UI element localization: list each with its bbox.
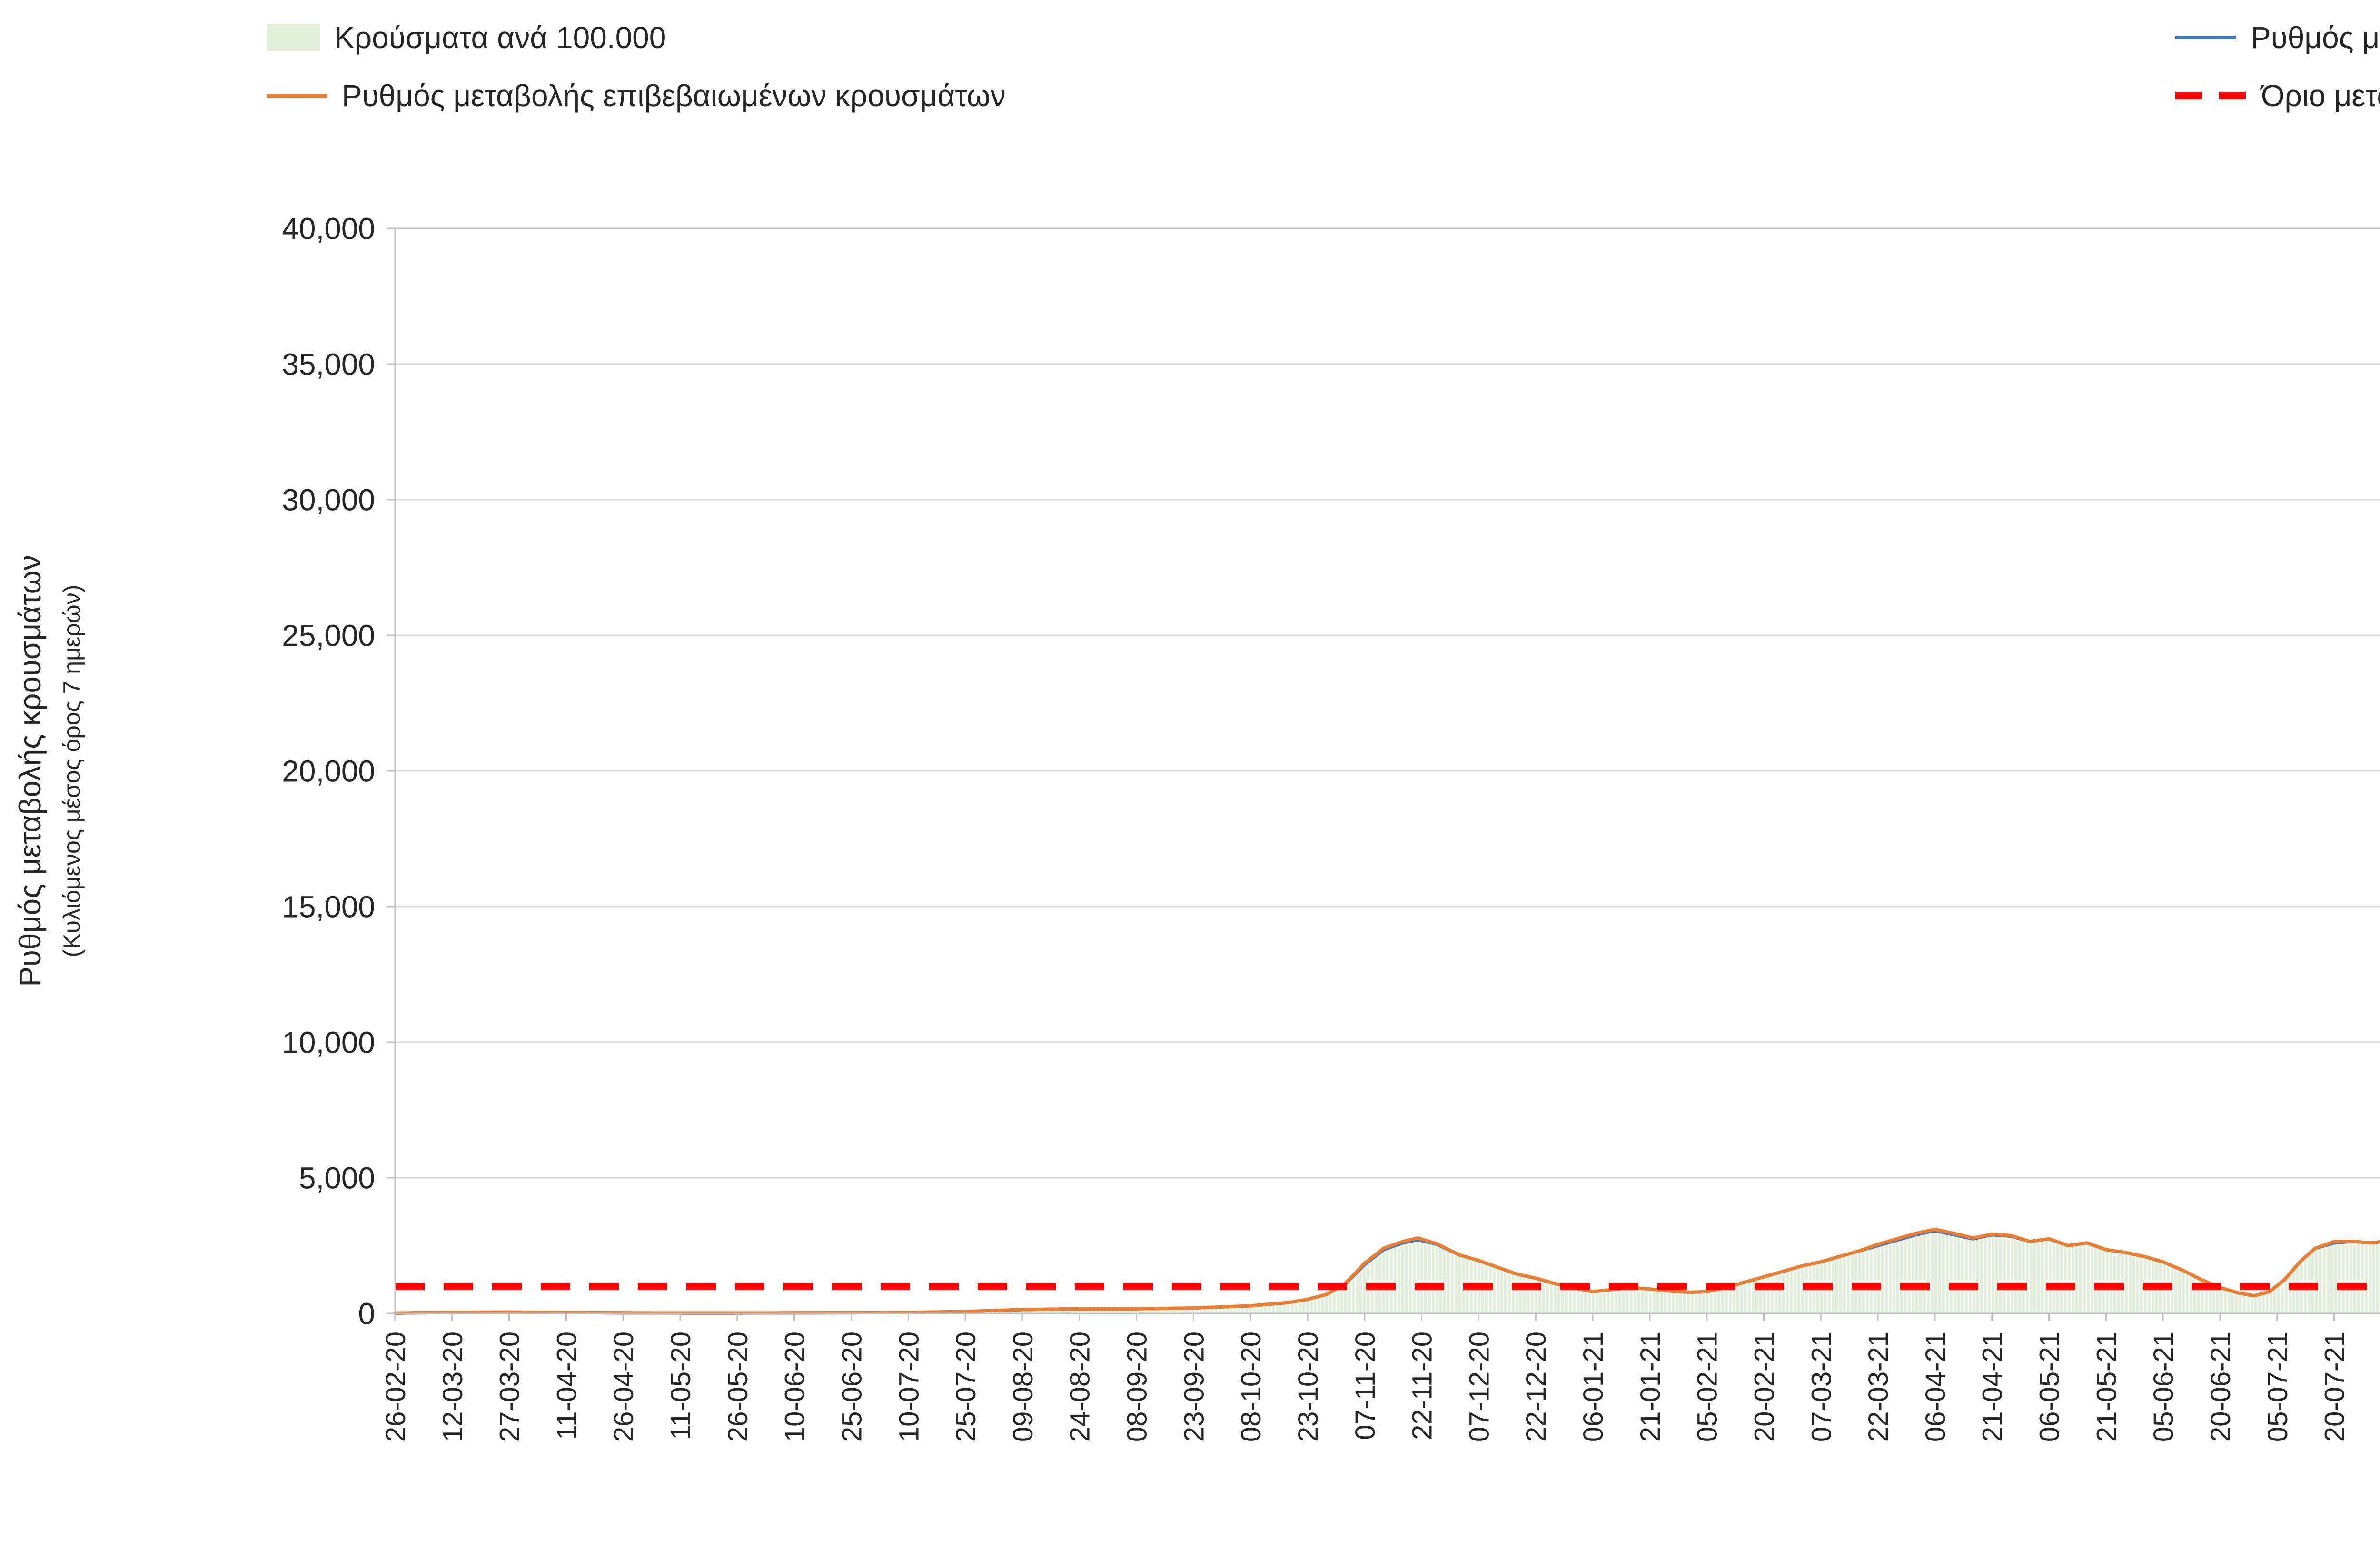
left-axis-tick-label: 20,000 <box>282 754 375 788</box>
left-axis-tick-label: 25,000 <box>282 618 375 652</box>
legend-label: Κρούσματα ανά 100.000 <box>334 20 666 55</box>
x-axis-tick-label: 24-08-20 <box>1065 1332 1096 1442</box>
area-series-swatch <box>267 24 320 51</box>
legend-label: Όριο μετάβασης σε κόκκινη περιοχή <box>2261 79 2380 113</box>
x-axis-tick-label: 11-04-20 <box>551 1332 582 1440</box>
x-axis-tick-label: 06-04-21 <box>1920 1332 1951 1442</box>
x-axis-tick-label: 05-02-21 <box>1692 1332 1723 1442</box>
x-axis-tick-label: 22-11-20 <box>1407 1332 1438 1440</box>
left-axis-tick-label: 30,000 <box>282 483 375 517</box>
confirmed-line-swatch <box>267 94 327 98</box>
x-axis-tick-label: 07-12-20 <box>1464 1332 1495 1442</box>
left-axis-tick-label: 0 <box>358 1296 375 1331</box>
confirmed-rate-line-series <box>393 1227 2380 1315</box>
left-axis-tick-label: 5,000 <box>299 1161 375 1195</box>
x-axis-tick-label: 25-07-20 <box>951 1332 982 1442</box>
cases-area-series <box>395 1231 2380 1313</box>
x-axis-tick-label: 22-03-21 <box>1863 1332 1894 1442</box>
x-axis-tick-label: 08-09-20 <box>1122 1332 1153 1442</box>
x-axis-tick-label: 08-10-20 <box>1236 1332 1267 1442</box>
x-axis-tick-label: 11-05-20 <box>665 1332 696 1440</box>
legend-item-cases-per-100k: Κρούσματα ανά 100.000 <box>267 17 666 58</box>
x-axis-tick-label: 27-03-20 <box>495 1332 526 1442</box>
x-axis-tick-label: 26-02-20 <box>380 1332 411 1442</box>
x-axis-tick-label: 26-05-20 <box>723 1332 754 1442</box>
x-axis-tick-label: 09-08-20 <box>1008 1332 1039 1442</box>
x-axis-tick-label: 21-04-21 <box>1977 1332 2008 1442</box>
left-axis-subtitle: (Κυλιόμενος μέσος όρος 7 ημερών) <box>59 585 85 957</box>
x-axis-tick-label: 20-06-21 <box>2205 1332 2236 1442</box>
model-line-swatch <box>2175 36 2236 39</box>
x-axis-tick-label: 12-03-20 <box>437 1332 468 1442</box>
x-axis-tick-label: 23-10-20 <box>1293 1332 1324 1442</box>
left-axis-tick-label: 35,000 <box>282 347 375 381</box>
x-axis-tick-label: 04-08-21 <box>2376 1332 2380 1442</box>
x-axis-tick-label: 06-01-21 <box>1578 1332 1609 1442</box>
threshold-dash-swatch <box>2175 92 2247 99</box>
x-axis-tick-label: 21-05-21 <box>2091 1332 2122 1442</box>
x-axis-tick-label: 22-12-20 <box>1521 1332 1552 1442</box>
left-axis-tick-label: 10,000 <box>282 1025 375 1059</box>
x-axis-tick-label: 05-07-21 <box>2262 1332 2293 1442</box>
legend-item-red-zone-threshold: Όριο μετάβασης σε κόκκινη περιοχή <box>2175 75 2380 116</box>
x-axis-tick-label: 23-09-20 <box>1179 1332 1210 1442</box>
x-axis-tick-label: 07-03-21 <box>1806 1332 1837 1442</box>
x-axis-tick-label: 25-06-20 <box>836 1332 867 1442</box>
legend-item-confirmed-rate: Ρυθμός μεταβολής επιβεβαιωμένων κρουσμάτ… <box>267 75 1006 116</box>
left-axis-tick-label: 15,000 <box>282 889 375 924</box>
x-axis-tick-label: 20-02-21 <box>1749 1332 1780 1442</box>
legend-item-model-rate: Ρυθμός μεταβολής κρουσμάτων μοντέλου <box>2175 17 2380 58</box>
x-axis-tick-label: 21-01-21 <box>1635 1332 1666 1442</box>
x-axis-tick-label: 10-07-20 <box>893 1332 924 1442</box>
legend-label: Ρυθμός μεταβολής κρουσμάτων μοντέλου <box>2251 20 2380 55</box>
x-axis-tick-label: 06-05-21 <box>2034 1332 2065 1442</box>
x-axis-tick-label: 20-07-21 <box>2320 1332 2350 1442</box>
plot-area: 0 5,000 10,000 15,000 20,000 25,000 30,000 35,0… <box>282 211 2380 1442</box>
left-axis-tick-label: 40,000 <box>282 211 375 246</box>
left-axis-title: Ρυθμός μεταβολής κρουσμάτων <box>13 555 47 987</box>
x-axis-tick-label: 10-06-20 <box>780 1332 811 1442</box>
legend-label: Ρυθμός μεταβολής επιβεβαιωμένων κρουσμάτ… <box>342 79 1006 113</box>
x-axis-tick-label: 26-04-20 <box>608 1332 639 1442</box>
x-axis-tick-label: 07-11-20 <box>1350 1332 1381 1440</box>
x-axis-tick-label: 05-06-21 <box>2148 1332 2179 1442</box>
